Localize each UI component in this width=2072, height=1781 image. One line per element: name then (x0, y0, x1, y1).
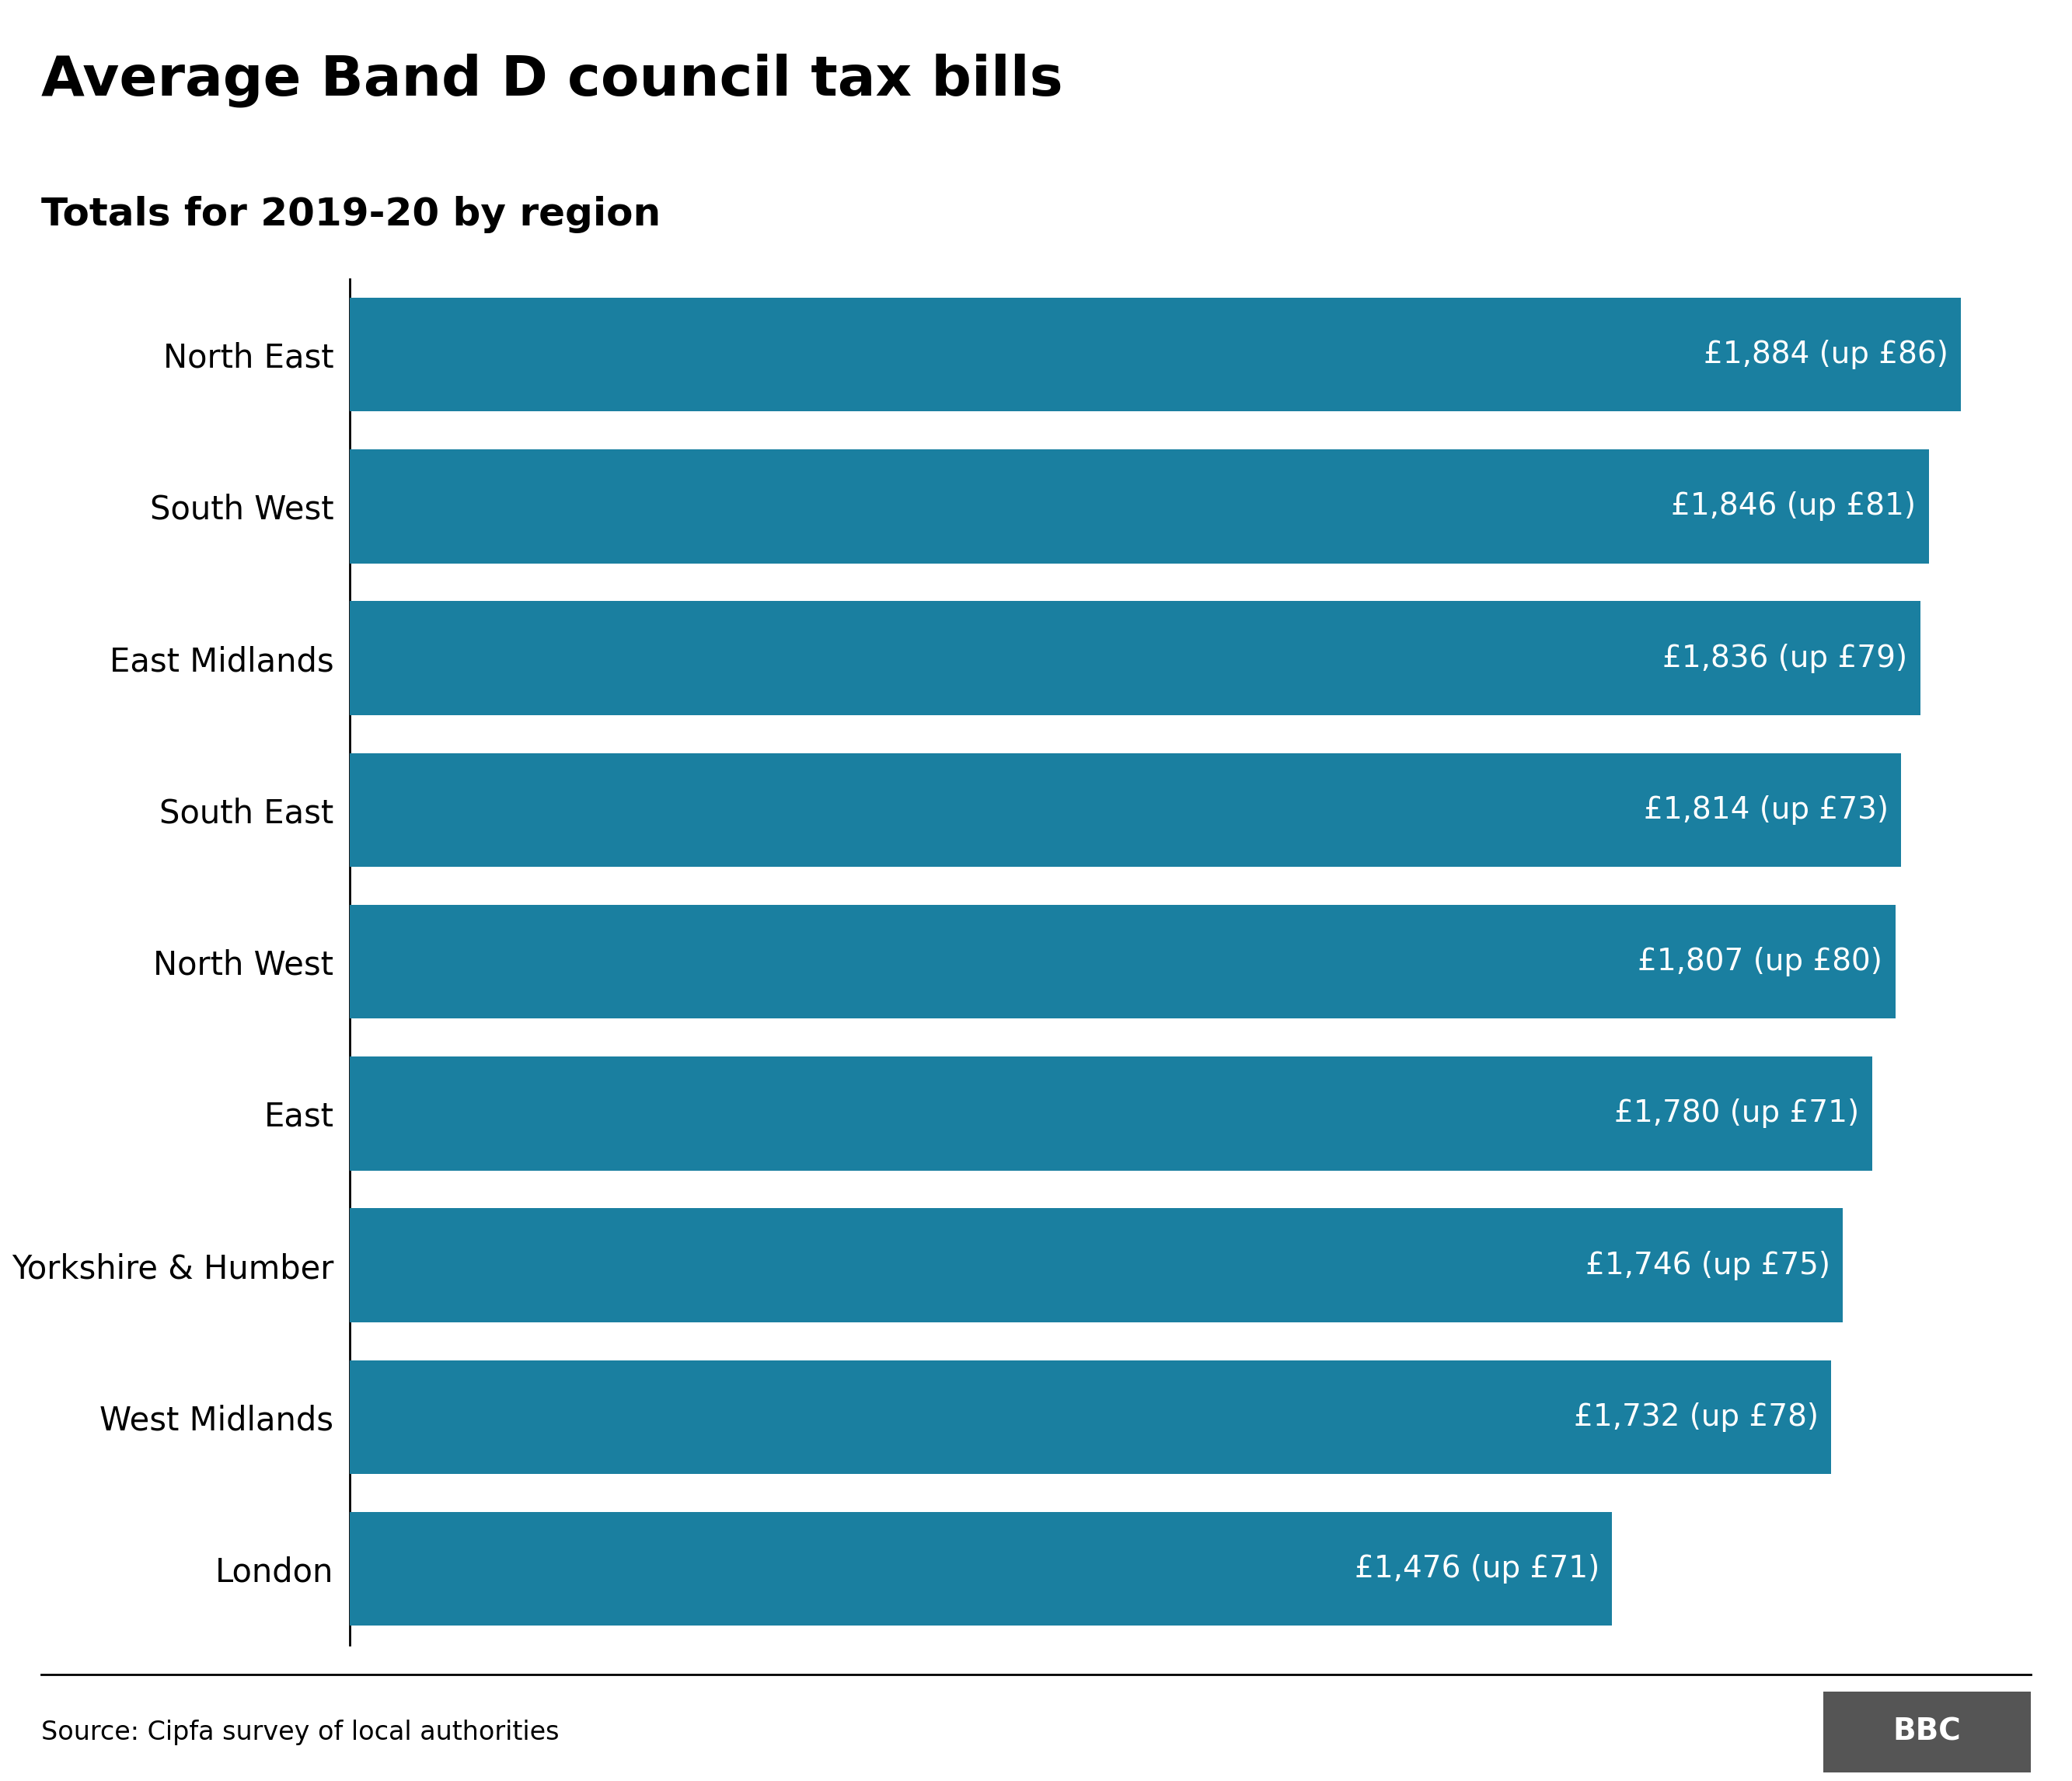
Text: £1,732 (up £78): £1,732 (up £78) (1573, 1402, 1819, 1432)
Text: £1,807 (up £80): £1,807 (up £80) (1637, 947, 1883, 976)
Bar (350, 602, 1921, 716)
Bar (350, 297, 1960, 411)
Text: Totals for 2019-20 by region: Totals for 2019-20 by region (41, 196, 661, 233)
Text: £1,476 (up £71): £1,476 (up £71) (1355, 1555, 1600, 1583)
Text: £1,884 (up £86): £1,884 (up £86) (1703, 340, 1948, 369)
Text: BBC: BBC (1894, 1717, 1960, 1747)
Text: Average Band D council tax bills: Average Band D council tax bills (41, 53, 1063, 107)
Text: £1,746 (up £75): £1,746 (up £75) (1585, 1250, 1830, 1281)
Bar (350, 905, 1896, 1019)
Text: £1,814 (up £73): £1,814 (up £73) (1643, 794, 1888, 825)
Bar (350, 1208, 1844, 1322)
Text: £1,846 (up £81): £1,846 (up £81) (1670, 492, 1917, 522)
Bar (350, 1361, 1832, 1475)
Bar (350, 1512, 1612, 1626)
Bar (350, 1056, 1873, 1170)
Bar (350, 449, 1929, 563)
Text: £1,836 (up £79): £1,836 (up £79) (1662, 643, 1906, 673)
Text: £1,780 (up £71): £1,780 (up £71) (1614, 1099, 1859, 1129)
Bar (350, 753, 1902, 867)
Text: Source: Cipfa survey of local authorities: Source: Cipfa survey of local authoritie… (41, 1720, 559, 1745)
